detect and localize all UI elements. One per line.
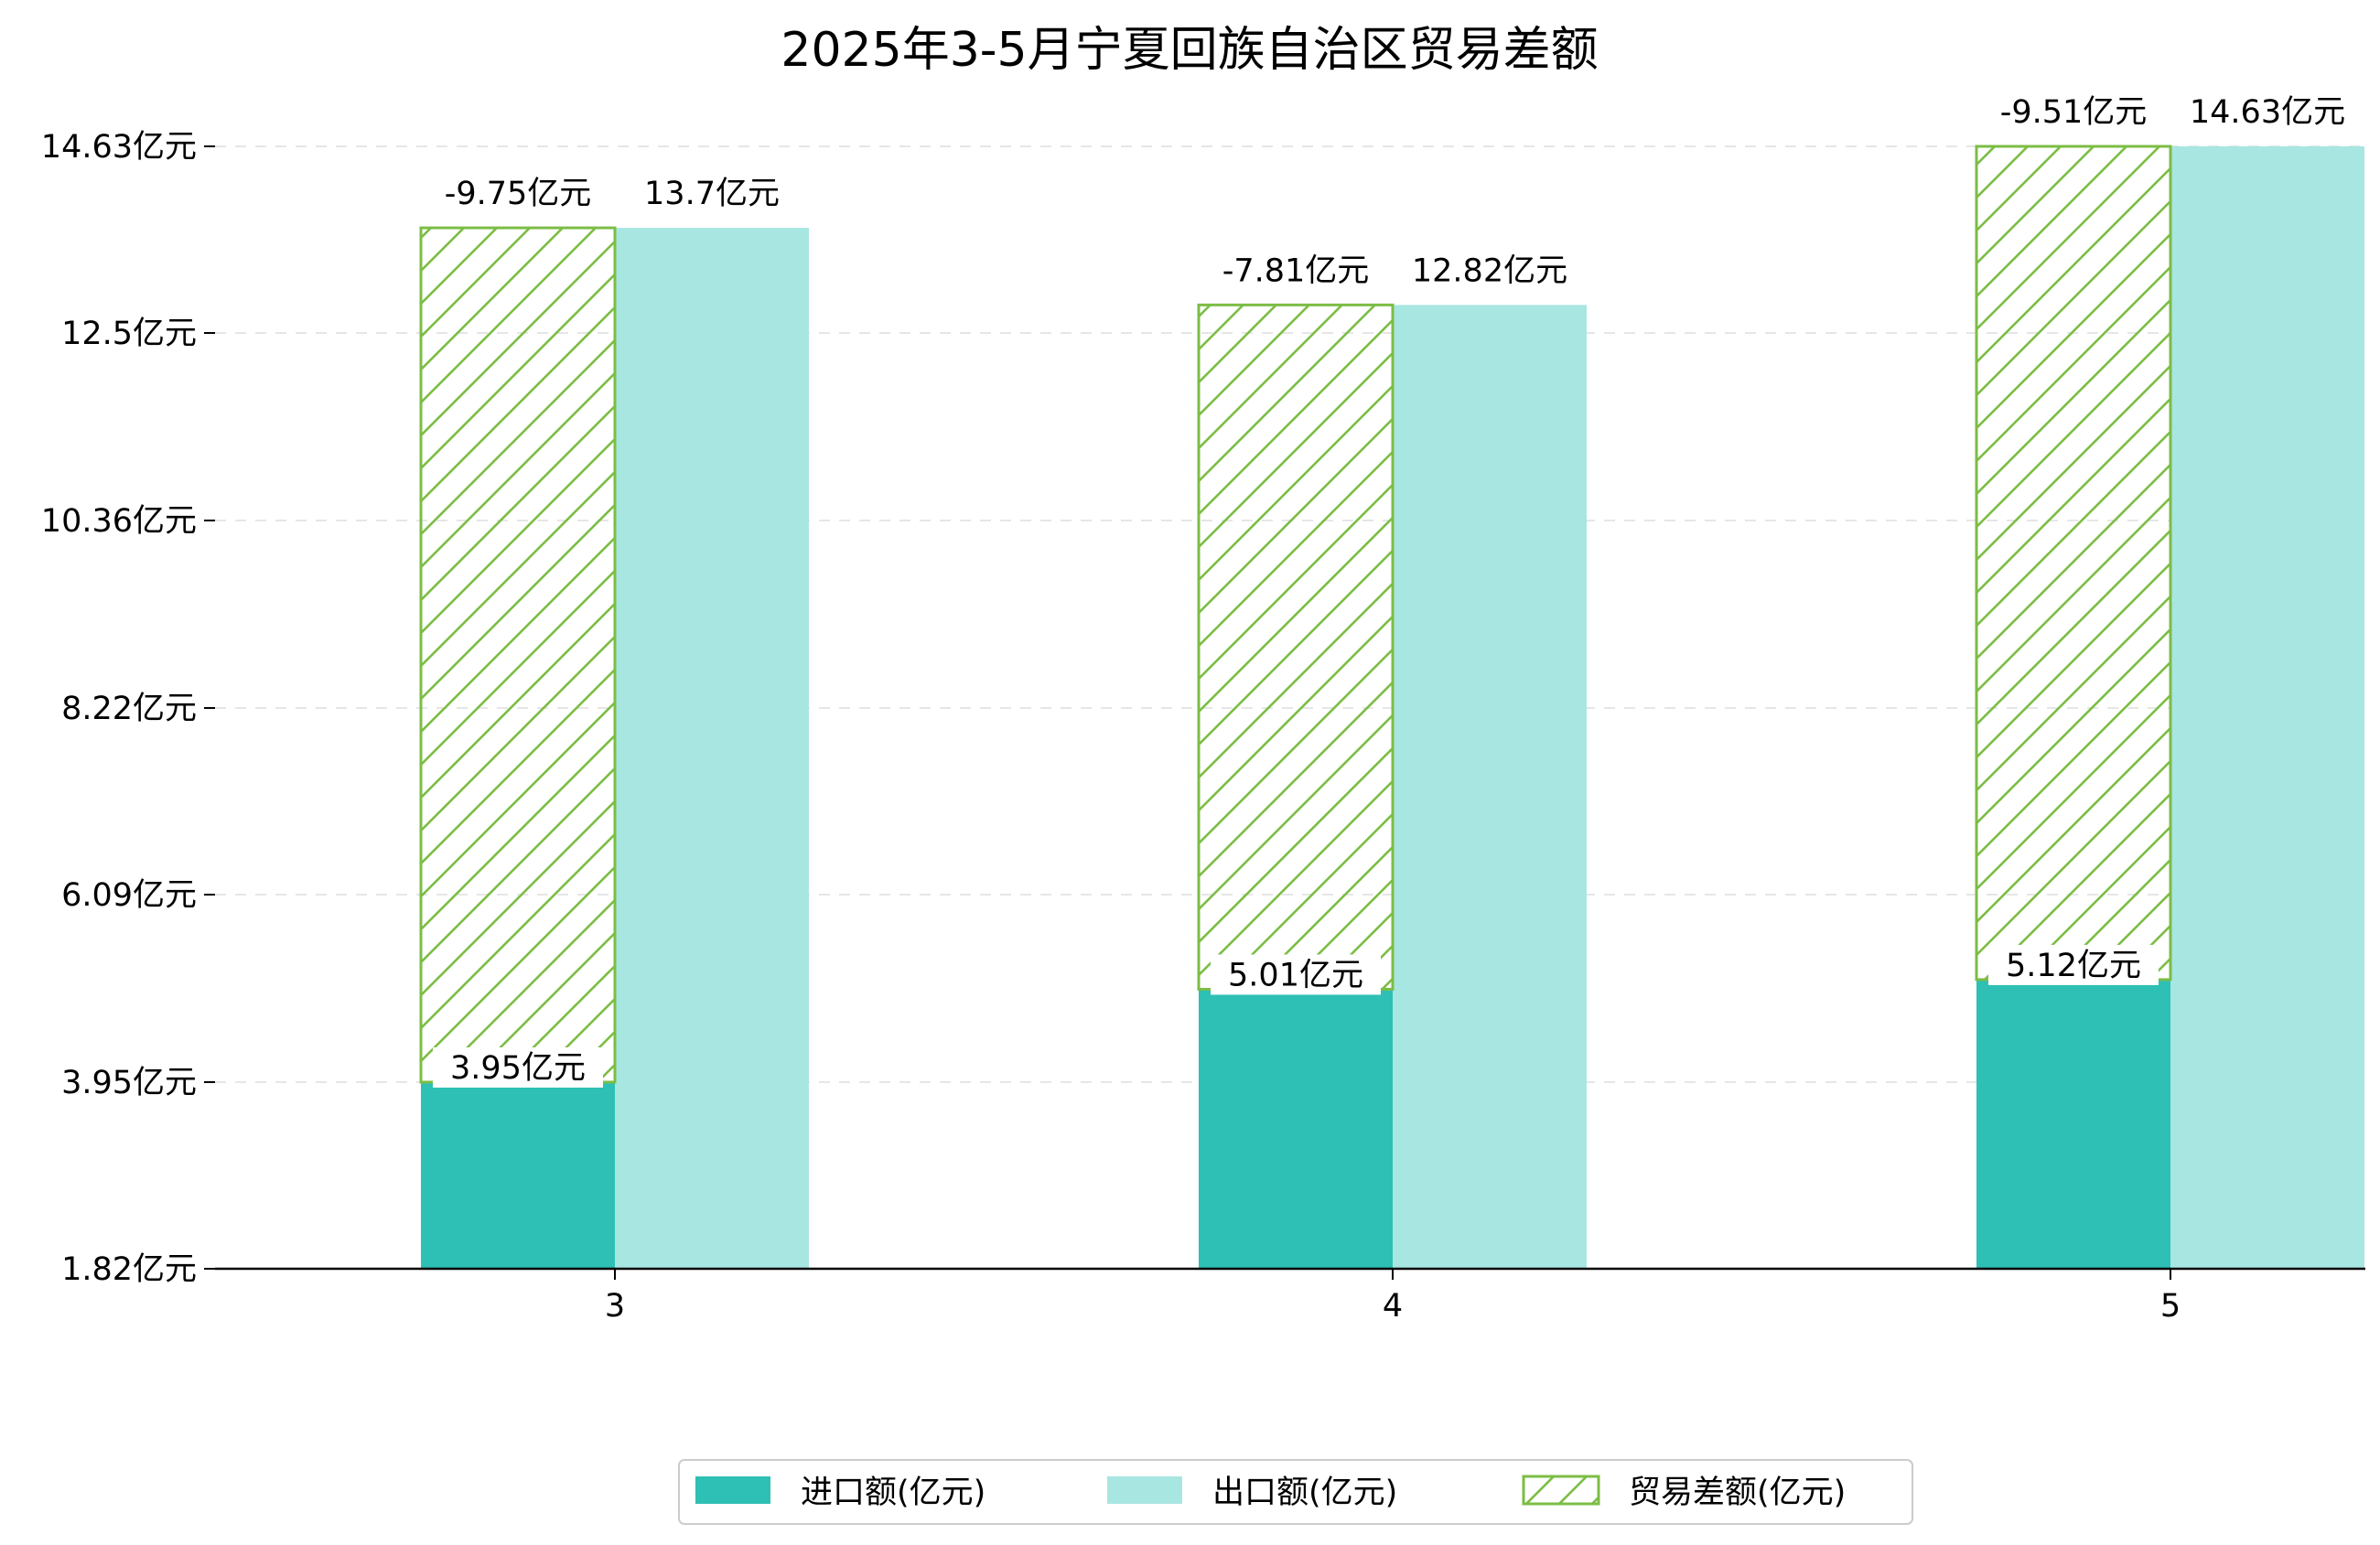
y-tick-label: 14.63亿元 <box>41 129 197 166</box>
y-axis: 1.82亿元 3.95亿元 6.09亿元 8.22亿元 10.36亿元 12.5亿元 14.… <box>41 129 215 1288</box>
export-bar <box>615 228 809 1270</box>
balance-bar <box>419 226 617 1084</box>
y-tick-label: 6.09亿元 <box>61 877 197 914</box>
import-label-bg <box>1211 954 1381 995</box>
legend-box <box>678 1459 1913 1525</box>
balance-label-bg <box>1206 250 1385 291</box>
y-tick-label: 12.5亿元 <box>61 316 197 352</box>
balance-label: -7.81亿元 <box>1222 252 1370 289</box>
import-bar <box>1199 989 1393 1269</box>
balance-label-bg <box>428 173 608 214</box>
y-tick-label: 8.22亿元 <box>61 691 197 727</box>
x-tick-label: 5 <box>2160 1288 2181 1325</box>
data-labels: 3.95亿元 13.7亿元 -9.75亿元 5.01亿元 12.82亿元 -7.81亿元 5… <box>428 91 2357 1088</box>
export-label: 12.82亿元 <box>1412 252 1567 289</box>
x-axis: 3 4 5 <box>215 1267 2365 1325</box>
legend-import-label: 进口额(亿元) <box>801 1475 985 1511</box>
import-label: 5.01亿元 <box>1228 957 1363 993</box>
legend: 进口额(亿元) 出口额(亿元) 贸易差额(亿元) <box>678 1459 1913 1525</box>
balance-bar <box>1197 303 1395 991</box>
export-bar <box>2170 146 2364 1269</box>
import-bar <box>1976 979 2170 1269</box>
export-label-bg <box>1400 250 1579 291</box>
legend-balance-label: 贸易差额(亿元) <box>1629 1475 1846 1511</box>
export-bar <box>1393 305 1587 1270</box>
balance-label-bg <box>1984 91 2163 132</box>
export-label: 13.7亿元 <box>644 176 780 212</box>
export-label-bg <box>622 173 802 214</box>
x-tick-label: 3 <box>605 1288 625 1325</box>
y-tick-label: 10.36亿元 <box>41 503 197 540</box>
y-tick-label: 3.95亿元 <box>61 1065 197 1101</box>
legend-export-label: 出口额(亿元) <box>1212 1475 1397 1511</box>
balance-bar <box>1975 145 2172 982</box>
import-label-bg <box>433 1046 603 1088</box>
balance-label: -9.75亿元 <box>445 176 592 212</box>
chart-title: 2025年3-5月宁夏回族自治区贸易差额 <box>781 23 1598 78</box>
bars <box>419 145 2364 1270</box>
legend-export-swatch <box>1107 1476 1182 1504</box>
import-label-bg <box>1988 944 2159 985</box>
x-tick-label: 4 <box>1383 1288 1403 1325</box>
legend-balance-swatch <box>1522 1475 1600 1506</box>
export-label: 14.63亿元 <box>2190 94 2345 131</box>
import-label: 3.95亿元 <box>450 1050 586 1087</box>
balance-label: -9.51亿元 <box>2000 94 2148 131</box>
y-tick-label: 1.82亿元 <box>61 1251 197 1288</box>
legend-import-swatch <box>695 1476 770 1504</box>
import-label: 5.12亿元 <box>2006 948 2141 984</box>
export-label-bg <box>2178 91 2357 132</box>
import-bar <box>421 1081 615 1269</box>
